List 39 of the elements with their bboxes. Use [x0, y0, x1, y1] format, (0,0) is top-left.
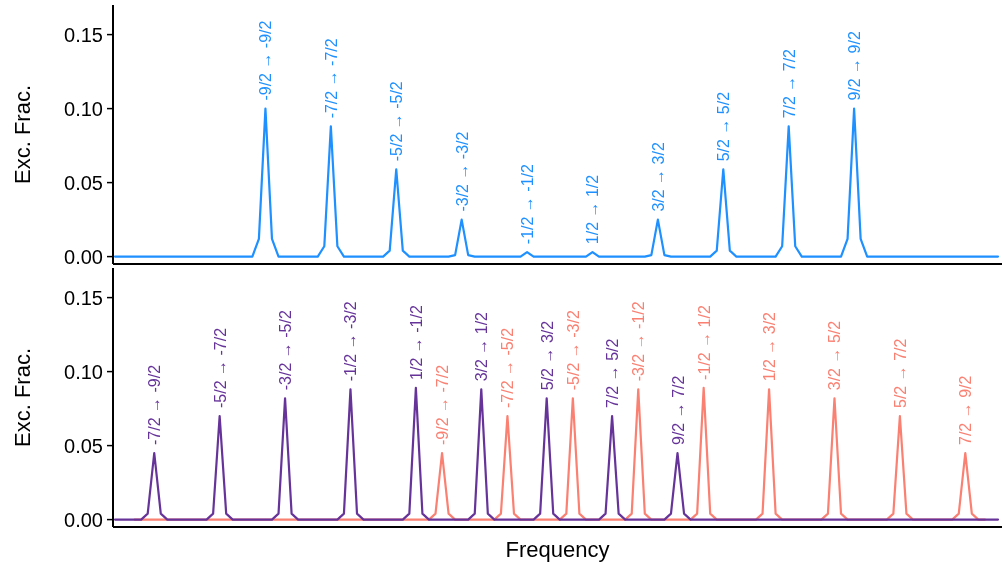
x-axis-title: Frequency [505, 537, 610, 562]
y-tick-label: 0.05 [64, 171, 103, 194]
data-label: 5/2 → 5/2 [715, 91, 733, 162]
y-axis-title: Exc. Frac. [10, 84, 35, 185]
data-label: 7/2 → 5/2 [604, 338, 622, 408]
y-tick-label: 0.05 [64, 434, 103, 457]
data-label: -3/2 → -3/2 [453, 131, 471, 212]
y-tick-label: 0.00 [64, 508, 103, 531]
y-axis-title: Exc. Frac. [10, 347, 35, 448]
data-label: 3/2 → 5/2 [826, 320, 844, 391]
y-tick-label: 0.00 [64, 245, 103, 268]
data-label: -1/2 → -3/2 [342, 301, 360, 382]
data-label: -5/2 → -7/2 [211, 327, 229, 408]
data-label: 5/2 → 7/2 [891, 338, 909, 408]
data-label: 7/2 → 7/2 [780, 48, 798, 119]
data-label: 1/2 → -1/2 [407, 305, 425, 380]
data-label: -7/2 → -5/2 [499, 327, 517, 408]
data-label: 5/2 → 3/2 [538, 320, 556, 391]
data-label: -3/2 → -1/2 [630, 301, 648, 382]
data-label: -7/2 → -7/2 [322, 38, 340, 119]
data-label: 9/2 → 7/2 [669, 375, 687, 445]
y-tick-label: 0.10 [64, 97, 103, 120]
data-label: 7/2 → 9/2 [957, 375, 975, 445]
data-label: 3/2 → 3/2 [649, 142, 667, 212]
data-label: -5/2 → -3/2 [564, 310, 582, 391]
data-label: -1/2 → 1/2 [695, 305, 713, 380]
data-label: 1/2 → 3/2 [761, 311, 779, 382]
data-label: -1/2 → -1/2 [519, 164, 537, 245]
data-label: 1/2 → 1/2 [584, 174, 602, 245]
data-label: -9/2 → -9/2 [257, 20, 275, 101]
data-label: 9/2 → 9/2 [846, 31, 864, 101]
data-label: -7/2 → -9/2 [146, 364, 164, 445]
y-tick-label: 0.15 [64, 23, 103, 46]
y-tick-label: 0.10 [64, 360, 103, 383]
y-tick-label: 0.15 [64, 286, 103, 309]
data-label: -5/2 → -5/2 [388, 81, 406, 162]
data-label: -9/2 → -7/2 [434, 364, 452, 445]
data-label: -3/2 → -5/2 [277, 310, 295, 391]
data-label: 3/2 → 1/2 [473, 311, 491, 382]
